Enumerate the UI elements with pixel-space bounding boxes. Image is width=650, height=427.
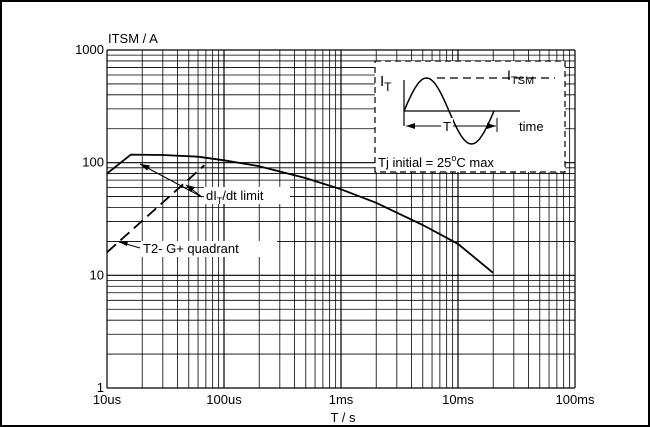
inset-box xyxy=(374,60,566,173)
y-tick-label: 100 xyxy=(82,155,104,170)
x-tick-label: 100ms xyxy=(555,392,595,407)
inset-tj-label: Tj initial = 25oC max xyxy=(378,153,494,170)
tick-labels: 10us 100us 1ms 10ms 100ms 1 10 100 1000 xyxy=(75,42,595,407)
inset-period-arrow-left xyxy=(406,123,415,129)
y-tick-label: 1 xyxy=(97,380,104,395)
annotation-dlimit-arrow-line-1 xyxy=(139,163,203,198)
inset-it-label: IT xyxy=(380,73,392,94)
y-tick-label: 1000 xyxy=(75,42,104,57)
x-axis-label: T / s xyxy=(330,410,356,425)
y-axis-label: ITSM / A xyxy=(108,31,158,46)
annotation-dlimit-bg xyxy=(204,187,290,204)
x-tick-label: 10us xyxy=(93,392,122,407)
annotation-dlimit-label: dIT/dt limit xyxy=(206,188,264,206)
series-line-dashed xyxy=(106,164,205,253)
annotation-dlimit: dIT/dt limit xyxy=(139,163,290,206)
inset-period-label: T xyxy=(443,119,451,134)
annotation-quadrant-label: T2- G+ quadrant xyxy=(143,241,239,256)
annotation-quadrant: T2- G+ quadrant xyxy=(118,241,277,257)
x-tick-label: 100us xyxy=(206,392,242,407)
annotation-dlimit-arrowhead-1 xyxy=(140,164,150,171)
waveform-inset: IT ITSM T time Tj initial = 25oC max xyxy=(374,60,566,173)
inset-sine-wave xyxy=(403,77,495,145)
annotation-quadrant-bg xyxy=(141,241,277,257)
annotation-dlimit-arrowhead-2 xyxy=(186,185,195,192)
series-line-solid xyxy=(106,153,494,274)
inset-period-arrow-right xyxy=(487,123,496,129)
y-tick-label: 10 xyxy=(90,267,104,282)
x-tick-label: 10ms xyxy=(442,392,474,407)
x-tick-label: 1ms xyxy=(329,392,354,407)
inset-time-label: time xyxy=(519,119,544,134)
inset-period-label-bg xyxy=(441,118,453,133)
series-group xyxy=(106,153,494,274)
annotation-quadrant-arrowhead xyxy=(119,241,128,246)
